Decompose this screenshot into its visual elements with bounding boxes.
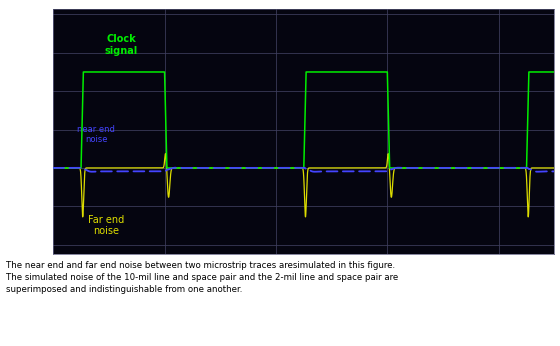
Y-axis label: Voltage, mV: Voltage, mV: [3, 104, 12, 159]
Text: The near end and far end noise between two microstrip traces aresimulated in thi: The near end and far end noise between t…: [6, 261, 398, 294]
Text: Far end
noise: Far end noise: [88, 215, 124, 236]
Text: Clock
signal: Clock signal: [105, 34, 138, 56]
X-axis label: Time  (ns): Time (ns): [279, 274, 328, 284]
Text: near end
noise: near end noise: [77, 125, 115, 144]
